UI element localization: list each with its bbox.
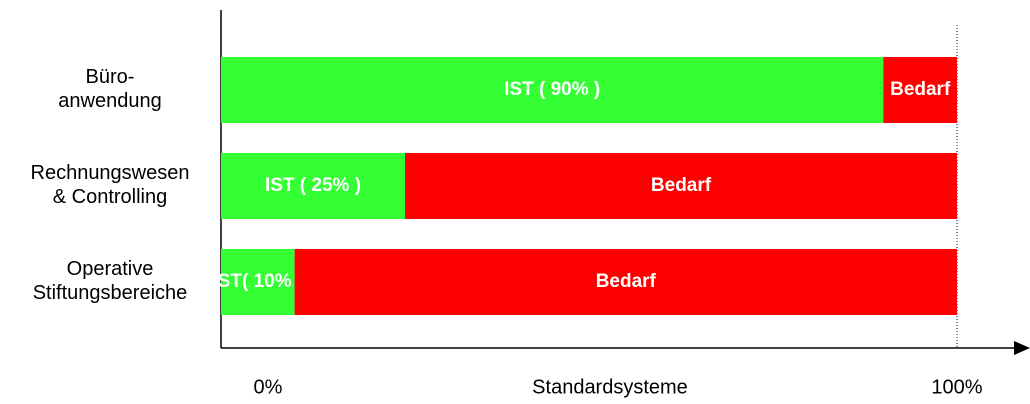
y-tick-label: Rechnungswesen & Controlling <box>31 162 190 208</box>
bar-segment <box>221 57 884 123</box>
y-tick-label: Büro-anwendung <box>58 66 161 112</box>
bar-segment <box>294 249 958 315</box>
value-label: Bedarf <box>596 271 657 292</box>
bar-segment <box>405 153 957 219</box>
value-label: Bedarf <box>651 175 712 196</box>
x-axis-label: Standardsysteme <box>532 376 688 398</box>
value-label: Bedarf <box>890 79 951 100</box>
bar-segment <box>221 153 405 219</box>
value-label: IST( 10% ) <box>212 271 303 292</box>
value-label: IST ( 25% ) <box>265 175 361 196</box>
bar-segment <box>883 57 957 123</box>
bar-segment <box>221 249 295 315</box>
value-label: IST ( 90% ) <box>504 79 600 100</box>
x-tick-label: 0% <box>254 376 283 398</box>
x-tick-label: 100% <box>931 376 982 398</box>
x-axis-arrow <box>1014 341 1030 355</box>
y-tick-label: Operative Stiftungsbereiche <box>33 258 188 304</box>
